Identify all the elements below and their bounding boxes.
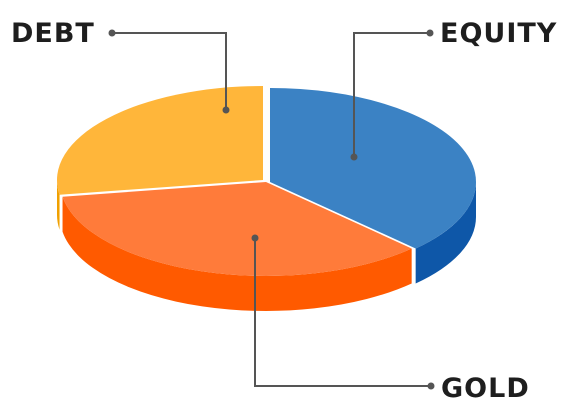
slice-label-gold: GOLD (441, 373, 530, 399)
pie-tops (57, 86, 477, 277)
leader-dot-gold-label (427, 382, 435, 390)
slice-debt (57, 86, 264, 195)
slice-label-debt: DEBT (11, 18, 95, 49)
leader-dot-equity-label (426, 29, 434, 37)
leader-line-equity (353, 32, 430, 157)
leader-dot-gold-slice (251, 234, 259, 242)
slice-side-debt (57, 180, 60, 230)
slice-label-equity: EQUITY (440, 18, 557, 49)
slice-equity (270, 88, 477, 249)
pie-sides (57, 180, 476, 311)
slice-gold (62, 182, 412, 277)
leader-line-debt (112, 32, 227, 110)
leader-lines (108, 29, 435, 390)
leader-dot-debt-label (108, 29, 116, 37)
leader-dot-equity-slice (350, 153, 358, 161)
leader-line-gold (254, 238, 431, 387)
leader-dot-debt-slice (222, 106, 230, 114)
slice-side-gold (62, 196, 412, 311)
slice-side-equity (415, 182, 476, 284)
